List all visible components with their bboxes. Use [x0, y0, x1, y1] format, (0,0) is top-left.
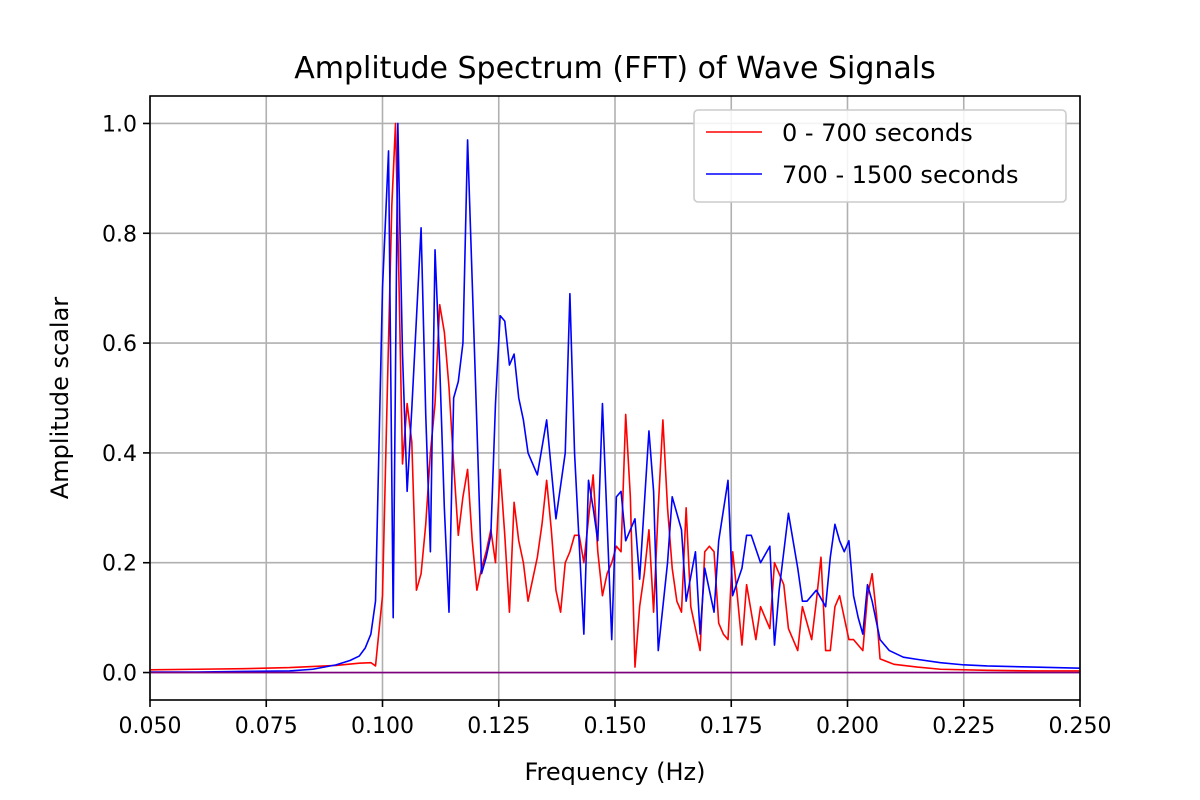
x-tick-label: 0.125 [467, 714, 530, 739]
chart-title: Amplitude Spectrum (FFT) of Wave Signals [294, 51, 936, 86]
y-tick-label: 0.2 [102, 552, 137, 577]
x-tick-label: 0.175 [700, 714, 763, 739]
x-tick-label: 0.250 [1049, 714, 1112, 739]
legend-label-700-1500: 700 - 1500 seconds [782, 161, 1019, 189]
series-layer [149, 122, 1081, 674]
x-tick-label: 0.225 [932, 714, 995, 739]
legend-box [693, 109, 1067, 203]
x-tick-label: 0.150 [584, 714, 647, 739]
x-tick-label: 0.050 [119, 714, 182, 739]
axis-ticks: 0.050 0.075 0.100 0.125 0.150 0.175 0.200 0.225… [102, 112, 1111, 739]
y-tick-label: 0.0 [102, 662, 137, 687]
x-tick-label: 0.100 [351, 714, 414, 739]
legend: 0 - 700 seconds 700 - 1500 seconds [693, 109, 1067, 203]
x-axis-label: Frequency (Hz) [525, 758, 706, 786]
legend-label-0-700: 0 - 700 seconds [782, 119, 973, 147]
series-line-0-700 [149, 122, 1080, 672]
x-tick-label: 0.200 [816, 714, 879, 739]
x-tick-label: 0.075 [235, 714, 298, 739]
y-tick-label: 1.0 [102, 112, 137, 137]
series-line-700-1500 [150, 122, 1081, 673]
y-tick-label: 0.4 [102, 442, 137, 467]
y-axis-label: Amplitude scalar [46, 297, 74, 499]
y-tick-label: 0.6 [102, 332, 137, 357]
y-tick-label: 0.8 [102, 222, 137, 247]
